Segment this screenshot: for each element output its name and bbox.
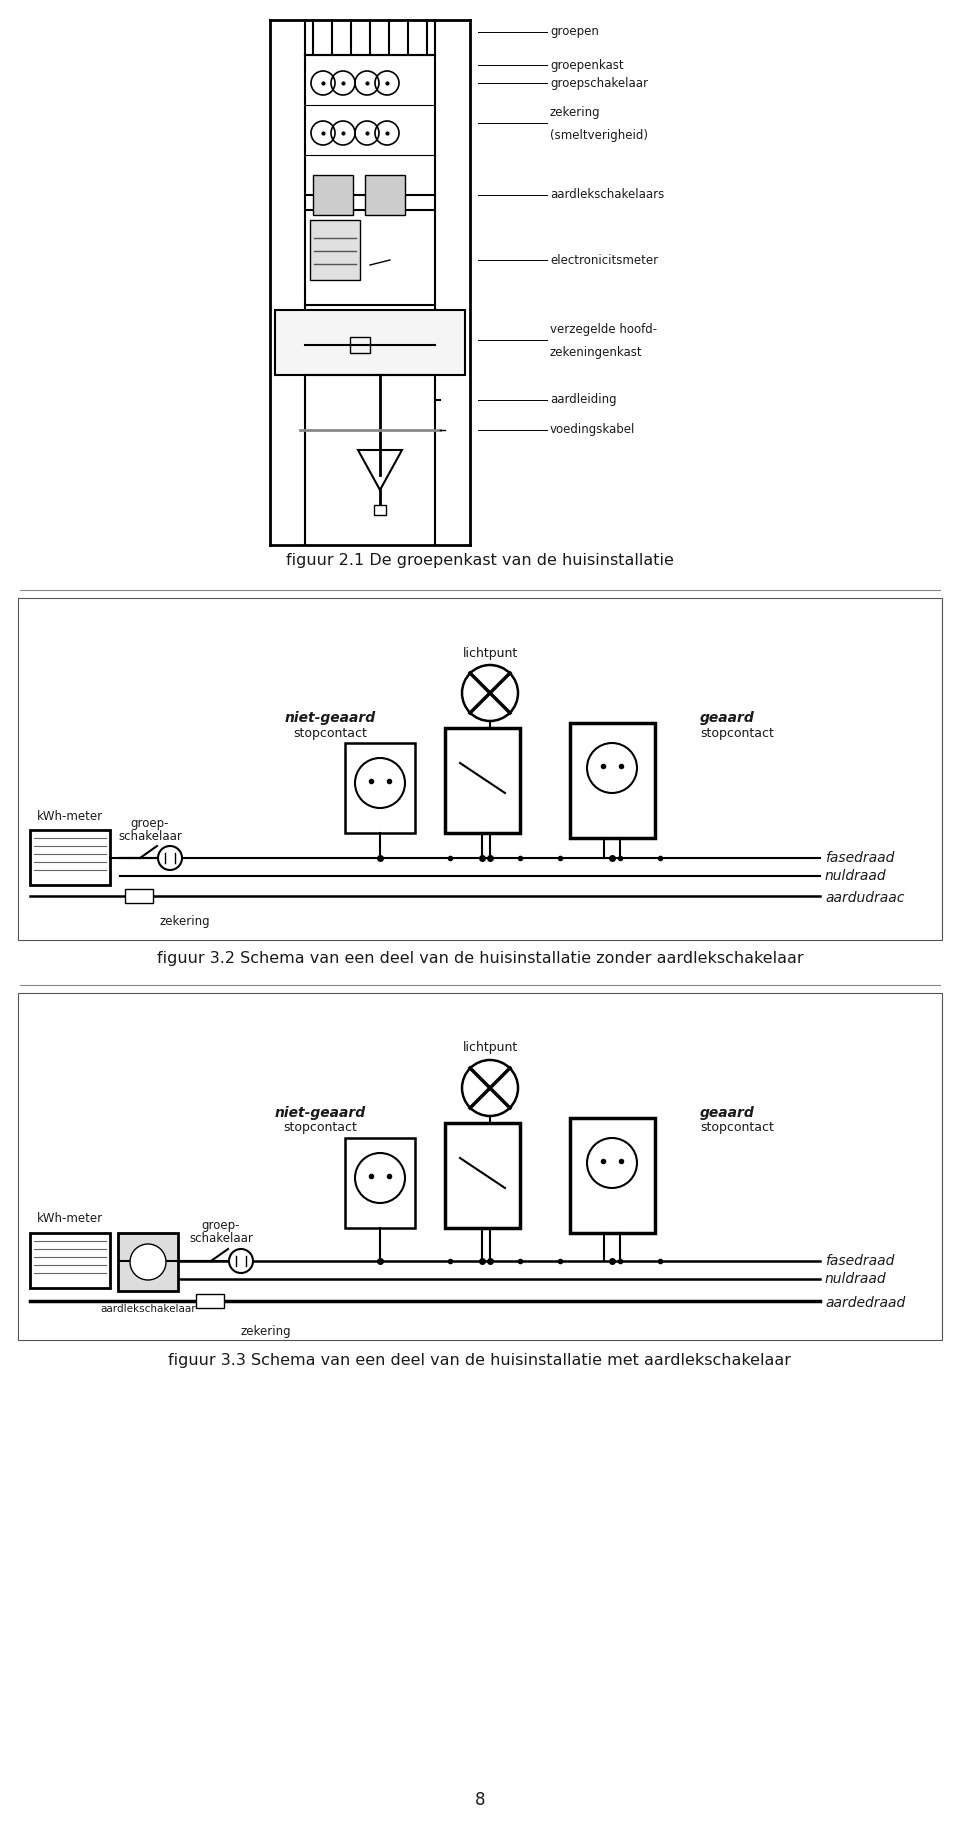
Text: stopcontact: stopcontact <box>700 1122 774 1135</box>
Text: groepschakelaar: groepschakelaar <box>550 77 648 90</box>
Text: geaard: geaard <box>700 711 755 726</box>
Text: aardlekschakelaars: aardlekschakelaars <box>550 189 664 202</box>
Text: groep-: groep- <box>202 1220 240 1233</box>
Text: schakelaar: schakelaar <box>189 1233 252 1245</box>
Text: zekering: zekering <box>550 107 601 119</box>
Text: groep-: groep- <box>131 816 169 830</box>
Polygon shape <box>30 1233 110 1288</box>
Polygon shape <box>196 1293 224 1308</box>
Text: kWh-meter: kWh-meter <box>36 810 103 823</box>
Text: stopcontact: stopcontact <box>293 726 367 740</box>
Text: aardedraad: aardedraad <box>825 1295 905 1310</box>
Circle shape <box>229 1249 253 1273</box>
Text: aardudraac: aardudraac <box>825 891 904 906</box>
Text: geaard: geaard <box>700 1106 755 1121</box>
Text: niet-geaard: niet-geaard <box>275 1106 366 1121</box>
Text: stopcontact: stopcontact <box>700 726 774 740</box>
Circle shape <box>158 847 182 871</box>
Polygon shape <box>445 727 520 832</box>
Polygon shape <box>30 830 110 885</box>
Polygon shape <box>118 1233 178 1291</box>
Polygon shape <box>310 220 360 279</box>
Polygon shape <box>125 889 153 904</box>
Polygon shape <box>18 599 942 941</box>
Text: zekering: zekering <box>159 915 210 928</box>
Text: zekeningenkast: zekeningenkast <box>550 345 642 358</box>
Text: voedingskabel: voedingskabel <box>550 424 636 437</box>
Polygon shape <box>365 175 405 215</box>
Text: verzegelde hoofd-: verzegelde hoofd- <box>550 323 658 336</box>
Text: electronicitsmeter: electronicitsmeter <box>550 254 659 266</box>
Text: zekering: zekering <box>241 1324 291 1337</box>
Polygon shape <box>313 175 353 215</box>
Text: groepen: groepen <box>550 26 599 39</box>
Text: niet-geaard: niet-geaard <box>284 711 375 726</box>
Polygon shape <box>445 1122 520 1227</box>
Text: aardleiding: aardleiding <box>550 393 616 406</box>
Text: figuur 3.2 Schema van een deel van de huisinstallatie zonder aardlekschakelaar: figuur 3.2 Schema van een deel van de hu… <box>156 950 804 966</box>
Text: figuur 3.3 Schema van een deel van de huisinstallatie met aardlekschakelaar: figuur 3.3 Schema van een deel van de hu… <box>169 1352 791 1367</box>
Text: schakelaar: schakelaar <box>118 830 182 843</box>
Text: groepenkast: groepenkast <box>550 59 624 72</box>
Polygon shape <box>374 505 386 514</box>
Text: nuldraad: nuldraad <box>825 1271 887 1286</box>
Text: kWh-meter: kWh-meter <box>36 1212 103 1225</box>
Text: lichtpunt: lichtpunt <box>463 647 517 659</box>
Text: fasedraad: fasedraad <box>825 851 895 865</box>
Text: lichtpunt: lichtpunt <box>463 1042 517 1054</box>
Text: figuur 2.1 De groepenkast van de huisinstallatie: figuur 2.1 De groepenkast van de huisins… <box>286 553 674 568</box>
Polygon shape <box>18 994 942 1339</box>
Text: stopcontact: stopcontact <box>283 1122 357 1135</box>
Text: fasedraad: fasedraad <box>825 1255 895 1268</box>
Text: (smeltverigheid): (smeltverigheid) <box>550 129 648 141</box>
Text: aardlekschakelaar: aardlekschakelaar <box>100 1304 196 1313</box>
Circle shape <box>130 1244 166 1280</box>
Polygon shape <box>275 310 465 375</box>
Text: 8: 8 <box>475 1791 485 1809</box>
Text: nuldraad: nuldraad <box>825 869 887 884</box>
